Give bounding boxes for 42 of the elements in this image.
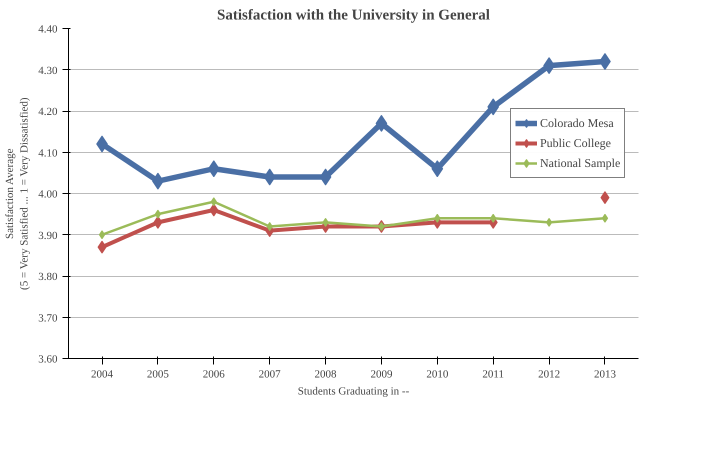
x-tick-label: 2005: [146, 368, 170, 380]
point: [98, 240, 107, 254]
x-tick-label: 2012: [538, 368, 560, 380]
point: [602, 214, 608, 223]
point: [546, 218, 552, 227]
x-tick-label: 2011: [482, 368, 504, 380]
point: [98, 230, 106, 240]
point: [320, 168, 332, 186]
y-tick-label: 3.90: [38, 230, 58, 242]
chart-title: Satisfaction with the University in General: [217, 8, 490, 24]
x-tick-label: 2010: [426, 368, 449, 380]
legend-label: National Sample: [540, 156, 620, 170]
point: [322, 218, 329, 227]
y-tick-label: 4.20: [38, 106, 58, 118]
x-axis-title: Students Graduating in --: [298, 386, 410, 398]
y-tick-label: 3.70: [38, 312, 58, 324]
x-tick-label: 2007: [258, 368, 282, 380]
x-tick-label: 2004: [91, 368, 114, 380]
y-tick-label: 4.40: [38, 24, 58, 36]
point: [209, 204, 218, 216]
point: [208, 160, 220, 178]
point: [266, 222, 273, 231]
legend-label: Colorado Mesa: [540, 116, 614, 130]
y-axis-title: Satisfaction Average (5 = Very Satisfied ... 1 = Very Dissatisfied): [4, 97, 30, 290]
point: [600, 191, 610, 204]
legend-label: Public College: [540, 136, 611, 150]
point: [96, 136, 108, 152]
x-tick-label: 2009: [370, 368, 393, 380]
y-tick-label: 4.10: [38, 147, 58, 160]
x-tick-label: 2008: [314, 368, 338, 380]
y-tick-label: 3.60: [38, 354, 58, 366]
y-tick-label: 4.00: [38, 188, 58, 200]
point: [153, 216, 162, 229]
point: [599, 53, 611, 70]
y-tick-label: 3.80: [38, 271, 58, 283]
point: [487, 98, 500, 116]
point: [154, 210, 162, 219]
y-tick-label: 4.30: [38, 64, 58, 77]
point: [431, 160, 444, 178]
x-tick-label: 2013: [594, 368, 616, 380]
x-tick-label: 2006: [202, 368, 226, 380]
point: [264, 168, 276, 186]
